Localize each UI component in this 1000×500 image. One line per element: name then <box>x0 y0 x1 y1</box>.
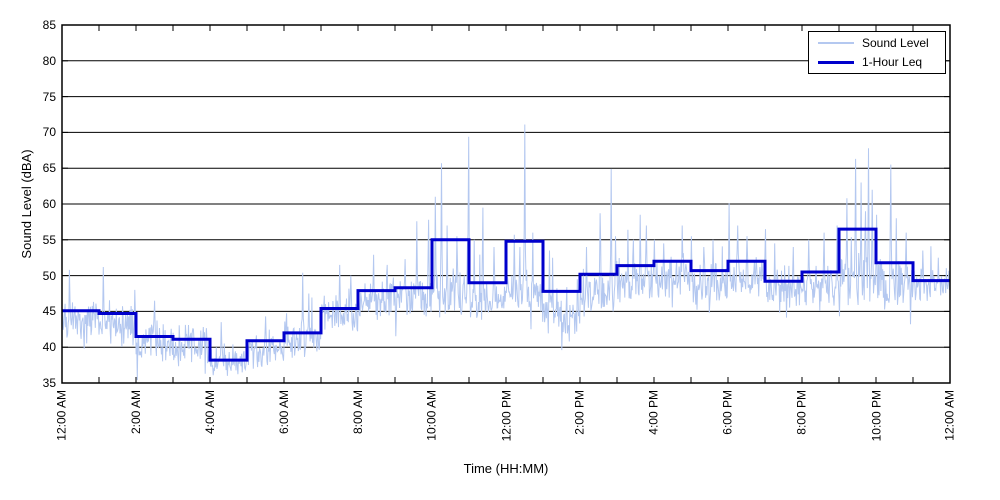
x-tick-label-10: 8:00 PM <box>795 390 809 435</box>
x-tick-label-4: 8:00 AM <box>351 390 365 435</box>
legend-label-leq: 1-Hour Leq <box>862 55 923 69</box>
y-tick-label-65: 65 <box>42 161 56 176</box>
legend-item-sound-level: Sound Level <box>818 36 945 50</box>
y-tick-label-85: 85 <box>42 18 56 32</box>
plot-border <box>61 24 951 384</box>
x-tick-label-12: 12:00 AM <box>943 390 957 441</box>
legend-item-leq: 1-Hour Leq <box>818 55 945 69</box>
x-tick-label-5: 10:00 AM <box>425 390 439 441</box>
x-tick-label-9: 6:00 PM <box>721 390 735 435</box>
x-tick-label-0: 12:00 AM <box>55 390 69 441</box>
x-tick-label-8: 4:00 PM <box>647 390 661 435</box>
x-tick-label-3: 6:00 AM <box>277 390 291 435</box>
y-tick-label-60: 60 <box>42 197 56 211</box>
x-tick-label-7: 2:00 PM <box>573 390 587 435</box>
x-tick-label-1: 2:00 AM <box>129 390 143 435</box>
y-tick-label-75: 75 <box>42 89 56 104</box>
leq-line-sample <box>818 60 854 64</box>
y-tick-label-45: 45 <box>42 304 56 319</box>
x-tick-label-6: 12:00 PM <box>499 390 513 442</box>
x-tick-label-11: 10:00 PM <box>869 390 883 442</box>
y-tick-label-35: 35 <box>42 376 56 390</box>
y-tick-label-70: 70 <box>42 125 56 140</box>
y-tick-label-80: 80 <box>42 53 56 68</box>
y-tick-label-50: 50 <box>42 268 56 283</box>
leq-step-line <box>62 227 950 362</box>
y-tick-label-55: 55 <box>42 232 56 247</box>
x-axis-label: Time (HH:MM) <box>463 461 549 476</box>
legend: Sound Level 1-Hour Leq <box>808 31 946 74</box>
sound-level-line-sample <box>818 42 854 44</box>
legend-label-sound-level: Sound Level <box>862 36 929 50</box>
x-tick-label-2: 4:00 AM <box>203 390 217 435</box>
y-tick-label-40: 40 <box>42 340 56 355</box>
